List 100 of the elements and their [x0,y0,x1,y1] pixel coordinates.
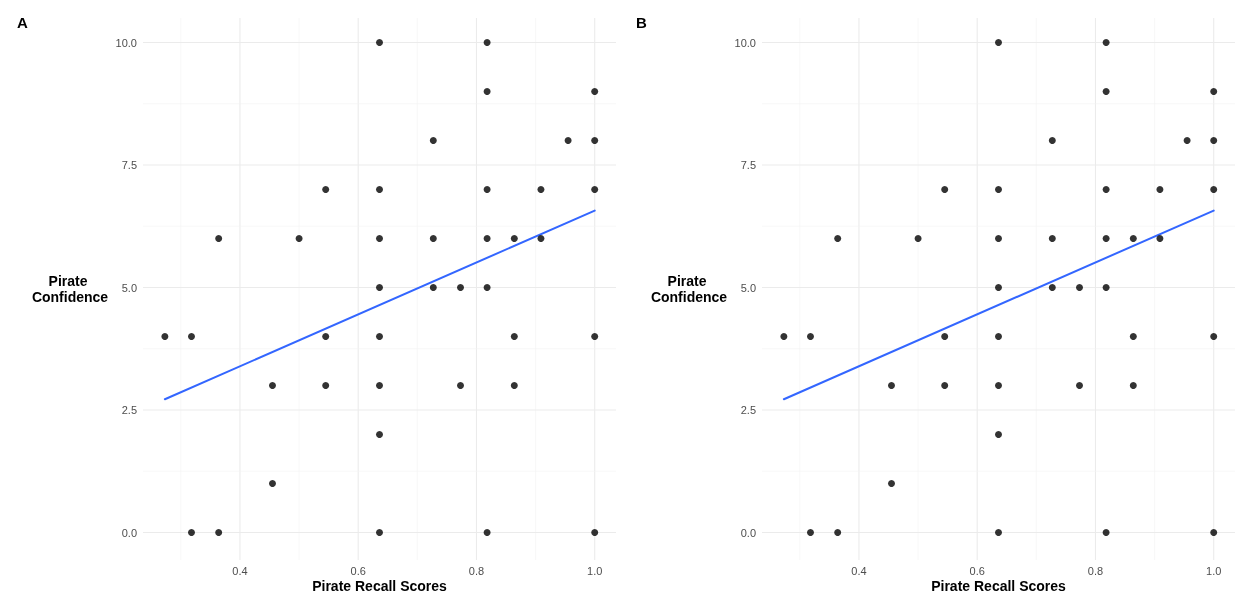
point [1102,529,1110,536]
x-tick-label: 0.8 [468,564,485,577]
point [1076,284,1083,291]
point [268,480,276,487]
point [1210,529,1218,536]
point [429,284,437,291]
y-tick-label: 10.0 [734,36,756,49]
x-tick-label: 1.0 [587,564,603,577]
point [780,333,788,340]
point [887,480,895,487]
y-tick-label: 5.0 [740,281,756,294]
x-tick-label: 0.4 [232,564,248,577]
x-tick-label: 0.6 [350,564,366,577]
point [483,39,491,46]
y-axis-title: Pirate Confidence [31,273,109,305]
point [1076,382,1083,389]
point [995,333,1002,340]
point [1156,235,1164,242]
point [376,431,383,438]
point [1129,333,1137,340]
point [995,39,1002,46]
point [941,382,949,389]
point [215,529,223,536]
point [941,186,949,193]
point [1129,235,1137,242]
point [483,235,491,242]
point [1102,284,1110,291]
point [834,235,842,242]
point [376,284,383,291]
point [187,529,195,536]
point [483,529,491,536]
point [322,382,330,389]
point [483,284,491,291]
point [995,382,1002,389]
y-tick-label: 0.0 [740,526,756,539]
y-tick-label: 10.0 [115,36,137,49]
point [376,39,383,46]
point [1048,284,1056,291]
point [834,529,842,536]
x-axis-title: Pirate Recall Scores [931,578,1067,594]
point [806,529,814,536]
point [1048,235,1056,242]
point [510,382,518,389]
point [1210,137,1218,144]
point [376,186,383,193]
point [1210,88,1218,95]
point [591,333,599,340]
point [295,235,303,242]
point [941,333,949,340]
text: B [636,14,647,31]
point [457,284,464,291]
y-tick-label: 0.0 [121,526,137,539]
point [591,186,599,193]
point [510,235,518,242]
point [268,382,276,389]
point [215,235,223,242]
y-tick-label: 2.5 [740,404,756,416]
point [161,333,169,340]
point [1129,382,1137,389]
y-axis-title: Pirate Confidence [650,273,728,305]
text: A [17,14,28,31]
point [187,333,195,340]
x-axis-title: Pirate Recall Scores [312,578,448,594]
point [483,88,491,95]
point [376,529,383,536]
y-tick-label: 2.5 [121,404,137,416]
point [1156,186,1164,193]
point [1102,186,1110,193]
point [995,284,1002,291]
point [887,382,895,389]
point [591,88,599,95]
x-tick-label: 0.4 [851,564,867,577]
point [1102,235,1110,242]
point [564,137,572,144]
point [1102,88,1110,95]
point [457,382,464,389]
x-tick-label: 0.8 [1087,564,1104,577]
point [1102,39,1110,46]
point [429,235,437,242]
point [537,235,545,242]
point [591,137,599,144]
point [591,529,599,536]
point [914,235,922,242]
point [1048,137,1056,144]
point [806,333,814,340]
point [1210,333,1218,340]
point [322,186,330,193]
point [995,235,1002,242]
point [376,235,383,242]
x-tick-label: 0.6 [969,564,985,577]
point [483,186,491,193]
point [376,333,383,340]
point [322,333,330,340]
point [1183,137,1191,144]
point [376,382,383,389]
y-tick-label: 7.5 [740,159,756,171]
y-tick-label: 5.0 [121,281,137,294]
point [537,186,545,193]
y-tick-label: 7.5 [121,159,137,171]
point [429,137,437,144]
